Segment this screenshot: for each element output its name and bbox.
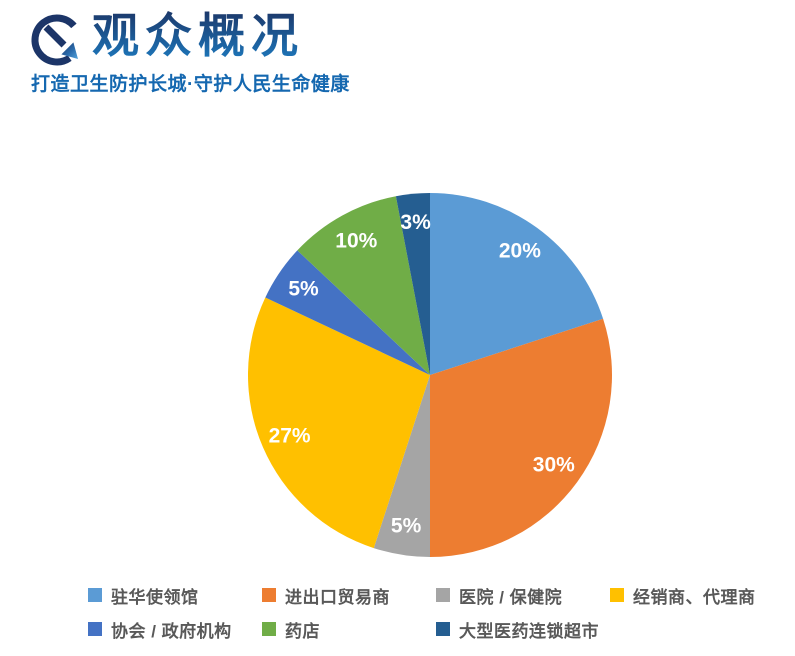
legend-label: 进出口贸易商: [285, 587, 390, 607]
legend-label: 医院 / 保健院: [459, 587, 563, 607]
chart-legend: 驻华使领馆 进出口贸易商 医院 / 保健院 经销商、代理商 协会 / 政府机构 …: [88, 586, 784, 641]
legend-item: 经销商、代理商: [610, 586, 784, 607]
circle-arrow-down-right-icon: [31, 14, 78, 66]
pie-slice-label: 10%: [335, 229, 377, 252]
legend-swatch: [88, 588, 102, 602]
pie-slice-label: 3%: [400, 211, 431, 234]
page-title: 观众概况: [92, 9, 304, 62]
legend-item: 协会 / 政府机构: [88, 620, 262, 641]
legend-label: 药店: [285, 621, 320, 641]
legend-swatch: [88, 622, 102, 636]
pie-chart: 20% 30% 5% 27% 5% 10% 3%: [238, 183, 622, 567]
pie-slice-label: 5%: [288, 278, 319, 301]
pie-slice-label: 27%: [269, 424, 311, 447]
legend-item: 驻华使领馆: [88, 586, 262, 607]
page-title-text: 观众概况: [92, 9, 304, 62]
pie-slice: [265, 250, 430, 375]
pie-slice: [430, 193, 604, 375]
pie-slice-label: 5%: [391, 515, 422, 538]
legend-label: 经销商、代理商: [633, 587, 756, 607]
pie-slice: [297, 196, 430, 375]
pie-slice: [430, 318, 612, 557]
legend-label: 协会 / 政府机构: [111, 621, 232, 641]
legend-item: 大型医药连锁超市: [436, 620, 610, 641]
page-subtitle: 打造卫生防护长城·守护人民生命健康: [31, 74, 350, 95]
legend-swatch: [436, 588, 450, 602]
legend-swatch: [262, 622, 276, 636]
legend-item: 进出口贸易商: [262, 586, 436, 607]
pie-slice-label: 20%: [499, 240, 541, 263]
legend-swatch: [262, 588, 276, 602]
legend-item: 医院 / 保健院: [436, 586, 610, 607]
pie-slice-label: 30%: [533, 453, 575, 476]
legend-label: 大型医药连锁超市: [459, 621, 599, 641]
page-header: 观众概况 打造卫生防护长城·守护人民生命健康: [0, 0, 795, 110]
pie-slice: [373, 375, 430, 557]
legend-swatch: [610, 588, 624, 602]
legend-item: 药店: [262, 620, 436, 641]
pie-slice: [248, 297, 430, 549]
legend-swatch: [436, 622, 450, 636]
legend-label: 驻华使领馆: [111, 587, 199, 607]
pie-slice: [395, 193, 430, 375]
pie-chart-svg: 20% 30% 5% 27% 5% 10% 3%: [248, 193, 612, 557]
